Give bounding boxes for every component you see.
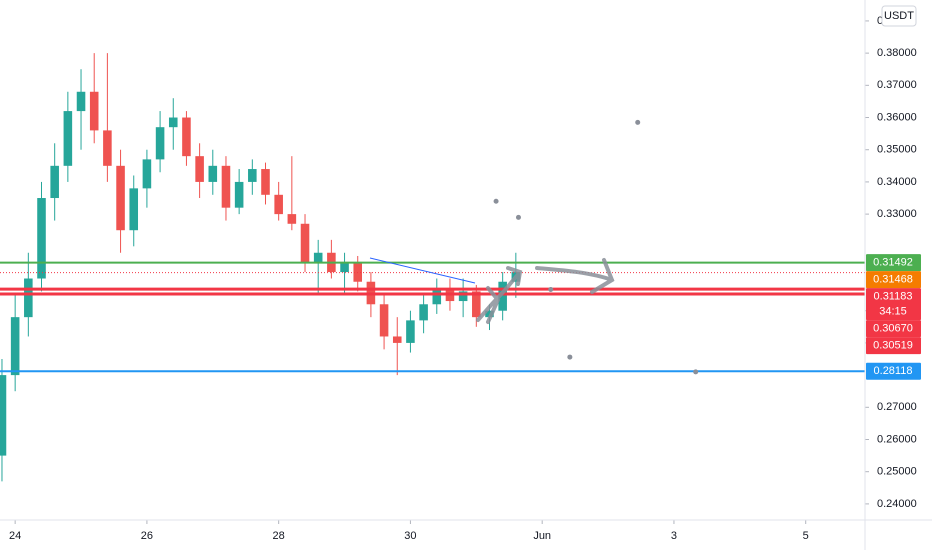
drawn-arrow <box>535 258 615 294</box>
plot-area <box>0 53 865 482</box>
x-tick-label: 28 <box>273 530 285 542</box>
candle-body <box>10 317 20 376</box>
countdown-label: 34:15 <box>879 306 907 318</box>
y-tick-label: 0.26000 <box>877 433 917 445</box>
x-tick-label: 5 <box>803 530 809 542</box>
candle-body <box>76 91 86 112</box>
price-label-bg <box>866 362 921 380</box>
price-label-bg <box>866 254 921 272</box>
candle-body <box>63 111 73 166</box>
x-tick-label: Jun <box>533 530 551 542</box>
drawing-point <box>515 214 521 220</box>
y-tick-label: 0.35000 <box>877 144 917 156</box>
y-tick-label: 0.38000 <box>877 47 917 59</box>
y-tick-label: 0.25000 <box>877 466 917 478</box>
price-label: 0.31492 <box>873 257 913 269</box>
candle-body <box>234 181 244 208</box>
currency-badge[interactable] <box>881 5 917 27</box>
candle-body <box>379 304 389 337</box>
price-label-bg <box>866 320 921 338</box>
y-tick-label: 0.36000 <box>877 111 917 123</box>
y-tick-label: 0.33000 <box>877 208 917 220</box>
price-label: 0.31183 <box>874 291 913 303</box>
candle-body <box>432 288 442 305</box>
candle-body <box>37 198 46 279</box>
candle-body <box>168 117 178 128</box>
candle-body <box>116 165 125 231</box>
price-label-bg <box>866 337 921 355</box>
candle-body <box>208 165 218 182</box>
candle-body <box>89 91 99 131</box>
candle-body <box>261 169 270 195</box>
price-label: 0.31468 <box>873 274 913 286</box>
x-tick-label: 24 <box>9 530 21 542</box>
x-tick-label: 30 <box>404 530 416 542</box>
candle-body <box>129 188 139 231</box>
y-tick-label: 0.24000 <box>877 498 917 510</box>
candle-body <box>24 278 33 318</box>
price-label-bg <box>866 288 921 321</box>
y-tick-label: 0.37000 <box>877 79 917 91</box>
candle-body <box>50 165 59 199</box>
price-label: 0.30670 <box>873 323 913 335</box>
candle-body <box>392 336 402 343</box>
candle-body <box>287 214 297 224</box>
x-tick-label: 3 <box>671 530 677 542</box>
price-axis: 0.240000.250000.260000.270000.290000.300… <box>9 15 921 542</box>
candle-body <box>300 223 310 263</box>
candle-body <box>353 262 363 282</box>
price-label: 0.28118 <box>874 365 913 377</box>
candle-body <box>313 252 323 263</box>
price-label-bg <box>866 271 921 289</box>
candle-body <box>221 165 231 208</box>
candle-body <box>103 130 112 166</box>
currency-label: USDT <box>884 10 914 22</box>
candle-body <box>419 304 428 321</box>
drawing-point <box>493 198 499 204</box>
candle-body <box>458 291 468 302</box>
candle-body <box>406 320 415 343</box>
candle-body <box>248 169 257 182</box>
candle-body <box>340 262 349 273</box>
drawing-point <box>567 354 573 360</box>
candle-body <box>142 159 152 189</box>
candle-body <box>155 127 165 160</box>
candle-body <box>182 117 191 157</box>
candle-body <box>0 375 7 456</box>
drawn-arrow <box>476 266 523 324</box>
candle-body <box>195 156 204 182</box>
drawing-point <box>548 286 554 292</box>
price-label: 0.30519 <box>873 340 913 352</box>
x-tick-label: 26 <box>141 530 153 542</box>
trend-line <box>369 257 476 284</box>
candle-body <box>274 194 283 215</box>
y-tick-label: 0.34000 <box>877 176 917 188</box>
drawing-point <box>635 119 641 125</box>
drawing-point <box>693 369 699 375</box>
candle-body <box>472 291 481 318</box>
y-tick-label: 0.27000 <box>877 401 917 413</box>
candle-body <box>498 281 507 311</box>
